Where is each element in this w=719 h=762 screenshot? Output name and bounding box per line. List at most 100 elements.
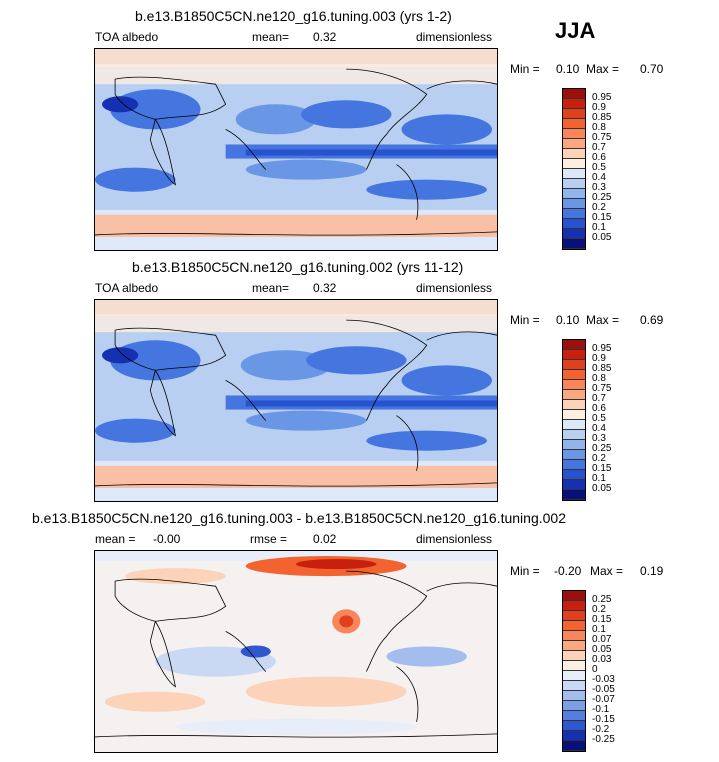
colorbar-tick-label: -0.25 xyxy=(592,734,615,745)
colorbar-swatch xyxy=(563,721,585,731)
colorbar-swatch xyxy=(563,410,585,420)
colorbar-tick-label: 0.9 xyxy=(592,102,606,113)
colorbar-tick-label: 0.85 xyxy=(592,363,612,374)
panel1-title: b.e13.B1850C5CN.ne120_g16.tuning.003 (yr… xyxy=(135,8,452,24)
colorbar-tick-label: 0.15 xyxy=(592,212,612,223)
colorbar-swatch xyxy=(563,701,585,711)
panel3-rmse-label: rmse = xyxy=(250,532,288,546)
colorbar-tick-label: 0.9 xyxy=(592,353,606,364)
colorbar-swatch xyxy=(563,89,585,99)
panel1-colorbar xyxy=(562,88,586,250)
panel3-title: b.e13.B1850C5CN.ne120_g16.tuning.003 - b… xyxy=(32,510,566,526)
colorbar-tick-label: 0.3 xyxy=(592,182,606,193)
panel1-min-label: Min = xyxy=(510,62,540,76)
colorbar-swatch xyxy=(563,360,585,370)
panel1-max-label: Max = xyxy=(586,62,620,76)
panel3-max-value: 0.19 xyxy=(640,564,664,578)
panel2-mean-label: mean= xyxy=(252,281,290,295)
colorbar-tick-label: 0.07 xyxy=(592,634,612,645)
colorbar-tick-label: 0.15 xyxy=(592,463,612,474)
colorbar-tick-label: -0.1 xyxy=(592,704,610,715)
panel2-units: dimensionless xyxy=(416,281,493,295)
colorbar-swatch xyxy=(563,229,585,239)
colorbar-swatch xyxy=(563,731,585,741)
colorbar-tick-label: 0.3 xyxy=(592,433,606,444)
panel1-mean-label: mean= xyxy=(252,30,290,44)
colorbar-swatch xyxy=(563,671,585,681)
colorbar-swatch xyxy=(563,490,585,500)
panel2-min-value: 0.10 xyxy=(556,313,580,327)
colorbar-swatch xyxy=(563,621,585,631)
colorbar-swatch xyxy=(563,380,585,390)
colorbar-swatch xyxy=(563,219,585,229)
panel2-min-label: Min = xyxy=(510,313,540,327)
colorbar-tick-label: 0.25 xyxy=(592,594,612,605)
colorbar-swatch xyxy=(563,340,585,350)
colorbar-swatch xyxy=(563,350,585,360)
panel3-mean-value: -0.00 xyxy=(153,532,181,546)
colorbar-tick-label: -0.03 xyxy=(592,674,615,685)
panel2-variable: TOA albedo xyxy=(95,281,159,295)
colorbar-tick-label: 0.2 xyxy=(592,604,606,615)
colorbar-tick-label: 0.03 xyxy=(592,654,612,665)
panel3-mean-label: mean = xyxy=(95,532,136,546)
colorbar-tick-label: 0.95 xyxy=(592,343,612,354)
colorbar-swatch xyxy=(563,199,585,209)
colorbar-swatch xyxy=(563,119,585,129)
colorbar-tick-label: 0.2 xyxy=(592,453,606,464)
panel3-units: dimensionless xyxy=(416,532,493,546)
colorbar-swatch xyxy=(563,460,585,470)
panel2-map xyxy=(94,299,498,502)
colorbar-swatch xyxy=(563,480,585,490)
panel3-max-label: Max = xyxy=(590,564,624,578)
colorbar-swatch xyxy=(563,129,585,139)
colorbar-tick-label: 0.6 xyxy=(592,152,606,163)
panel3-min-label: Min = xyxy=(510,564,540,578)
colorbar-swatch xyxy=(563,631,585,641)
colorbar-tick-label: 0.7 xyxy=(592,393,606,404)
colorbar-tick-label: -0.07 xyxy=(592,694,615,705)
difference-map xyxy=(95,551,497,752)
colorbar-tick-label: 0.05 xyxy=(592,644,612,655)
colorbar-swatch xyxy=(563,179,585,189)
panel2-title: b.e13.B1850C5CN.ne120_g16.tuning.002 (yr… xyxy=(132,259,464,275)
colorbar-tick-label: 0.1 xyxy=(592,473,606,484)
colorbar-swatch xyxy=(563,661,585,671)
colorbar-swatch xyxy=(563,420,585,430)
panel2-max-label: Max = xyxy=(586,313,620,327)
colorbar-swatch xyxy=(563,159,585,169)
panel3-colorbar xyxy=(562,590,586,752)
colorbar-tick-label: 0.95 xyxy=(592,92,612,103)
colorbar-tick-label: 0.5 xyxy=(592,162,606,173)
colorbar-tick-label: 0.85 xyxy=(592,112,612,123)
colorbar-swatch xyxy=(563,450,585,460)
panel3-min-value: -0.20 xyxy=(554,564,582,578)
colorbar-tick-label: 0.7 xyxy=(592,142,606,153)
colorbar-tick-label: -0.05 xyxy=(592,684,615,695)
panel2-colorbar xyxy=(562,339,586,501)
colorbar-swatch xyxy=(563,611,585,621)
colorbar-swatch xyxy=(563,711,585,721)
colorbar-swatch xyxy=(563,430,585,440)
colorbar-swatch xyxy=(563,149,585,159)
colorbar-swatch xyxy=(563,209,585,219)
colorbar-swatch xyxy=(563,99,585,109)
colorbar-swatch xyxy=(563,139,585,149)
colorbar-tick-label: 0.15 xyxy=(592,614,612,625)
colorbar-swatch xyxy=(563,370,585,380)
colorbar-swatch xyxy=(563,470,585,480)
colorbar-swatch xyxy=(563,109,585,119)
colorbar-swatch xyxy=(563,239,585,249)
colorbar-tick-label: 0.25 xyxy=(592,192,612,203)
colorbar-swatch xyxy=(563,169,585,179)
colorbar-swatch xyxy=(563,400,585,410)
colorbar-tick-label: -0.15 xyxy=(592,714,615,725)
colorbar-swatch xyxy=(563,601,585,611)
colorbar-tick-label: -0.2 xyxy=(592,724,610,735)
colorbar-swatch xyxy=(563,440,585,450)
colorbar-swatch xyxy=(563,681,585,691)
colorbar-tick-label: 0.1 xyxy=(592,222,606,233)
panel3-map xyxy=(94,550,498,753)
colorbar-swatch xyxy=(563,651,585,661)
panel1-min-value: 0.10 xyxy=(556,62,580,76)
